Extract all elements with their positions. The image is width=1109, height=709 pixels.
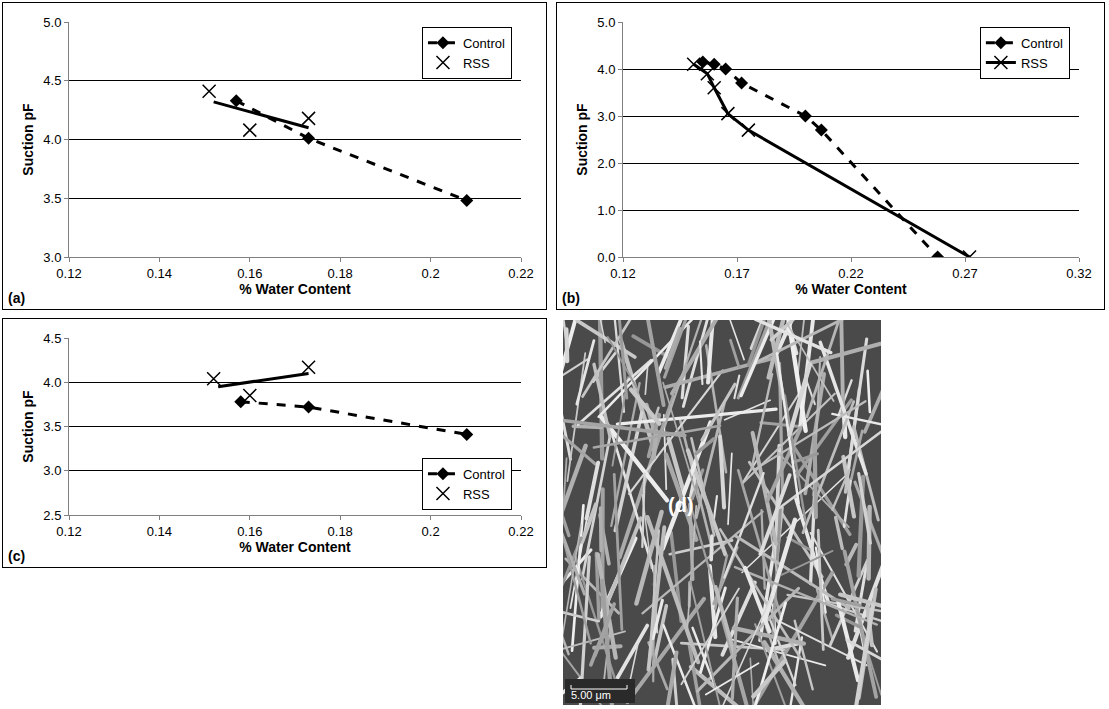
svg-text:1.0: 1.0 (597, 203, 615, 218)
svg-text:RSS: RSS (463, 487, 490, 502)
svg-text:5.0: 5.0 (597, 15, 615, 30)
svg-text:% Water Content: % Water Content (239, 281, 351, 297)
svg-text:Control: Control (463, 467, 505, 482)
svg-text:5.00 μm: 5.00 μm (571, 689, 611, 701)
svg-text:Suction pF: Suction pF (20, 103, 36, 176)
svg-text:0.12: 0.12 (56, 524, 81, 539)
svg-text:RSS: RSS (1021, 56, 1048, 71)
svg-text:4.5: 4.5 (43, 331, 61, 346)
svg-text:% Water Content: % Water Content (795, 281, 907, 297)
svg-text:5.0: 5.0 (43, 15, 61, 30)
svg-text:Suction pF: Suction pF (574, 103, 590, 176)
svg-text:0.27: 0.27 (952, 266, 977, 281)
svg-text:2.0: 2.0 (597, 156, 615, 171)
svg-text:0.22: 0.22 (508, 524, 533, 539)
svg-text:0.2: 0.2 (422, 524, 440, 539)
svg-text:0.32: 0.32 (1066, 266, 1091, 281)
svg-text:0.18: 0.18 (328, 266, 353, 281)
svg-text:4.0: 4.0 (43, 132, 61, 147)
svg-text:Control: Control (1021, 36, 1063, 51)
svg-text:4.0: 4.0 (597, 62, 615, 77)
svg-text:0.0: 0.0 (597, 250, 615, 265)
svg-text:% Water Content: % Water Content (239, 539, 351, 555)
html-text:(b): (b) (562, 290, 580, 306)
svg-text:0.16: 0.16 (237, 524, 262, 539)
svg-text:Suction pF: Suction pF (20, 390, 36, 463)
svg-text:3.5: 3.5 (43, 191, 61, 206)
svg-text:(d): (d) (668, 494, 694, 516)
svg-text:RSS: RSS (463, 56, 490, 71)
html-text:(a): (a) (8, 290, 26, 306)
svg-text:0.22: 0.22 (838, 266, 863, 281)
svg-text:3.0: 3.0 (597, 109, 615, 124)
svg-text:3.0: 3.0 (43, 463, 61, 478)
svg-text:0.18: 0.18 (328, 524, 353, 539)
svg-text:0.17: 0.17 (724, 266, 749, 281)
svg-text:4.5: 4.5 (43, 73, 61, 88)
svg-text:0.22: 0.22 (508, 266, 533, 281)
svg-text:0.14: 0.14 (147, 266, 172, 281)
svg-text:3.0: 3.0 (43, 250, 61, 265)
html-text:(c): (c) (8, 548, 26, 564)
svg-text:0.14: 0.14 (147, 524, 172, 539)
svg-text:0.2: 0.2 (422, 266, 440, 281)
svg-text:4.0: 4.0 (43, 375, 61, 390)
svg-text:Control: Control (463, 36, 505, 51)
svg-text:0.12: 0.12 (56, 266, 81, 281)
svg-text:0.16: 0.16 (237, 266, 262, 281)
svg-text:0.12: 0.12 (610, 266, 635, 281)
svg-text:3.5: 3.5 (43, 419, 61, 434)
svg-text:2.5: 2.5 (43, 508, 61, 523)
